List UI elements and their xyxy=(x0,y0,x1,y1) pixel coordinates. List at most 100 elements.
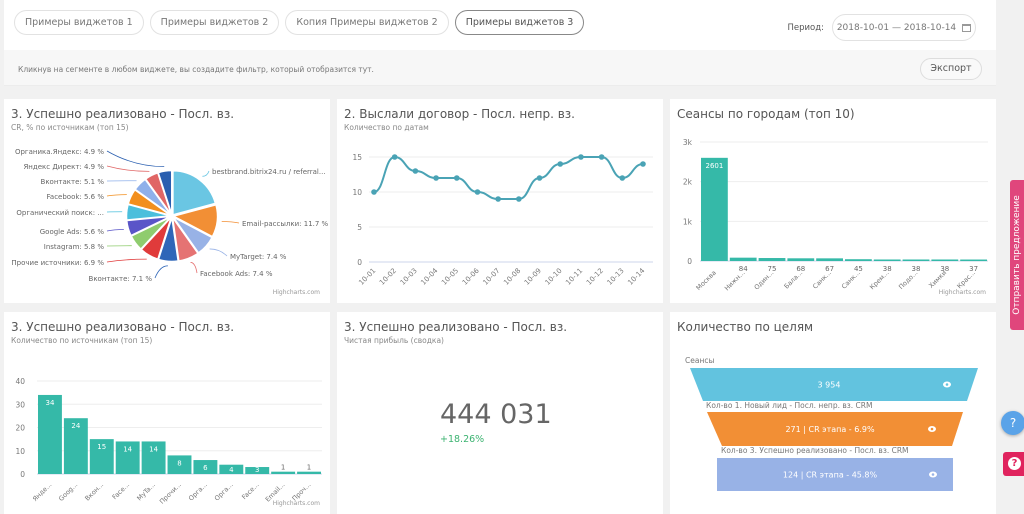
data-point[interactable] xyxy=(619,175,626,181)
x-tick-label: Бала... xyxy=(782,269,804,291)
period-date-range-input[interactable]: 2018-10-01 — 2018-10-14 xyxy=(832,14,976,41)
bar[interactable] xyxy=(297,471,321,474)
bar[interactable] xyxy=(701,157,728,261)
pie-connector xyxy=(106,150,165,168)
pie-slice[interactable] xyxy=(171,203,219,238)
widget-goals-funnel: Количество по целям Сеансы 3 954 Кол-во 1.… xyxy=(670,312,996,514)
bar[interactable] xyxy=(816,258,843,261)
highcharts-credits[interactable]: Highcharts.com xyxy=(272,500,320,507)
data-point[interactable] xyxy=(578,154,584,160)
x-tick-label: 10-11 xyxy=(564,267,584,287)
data-point[interactable] xyxy=(640,161,646,167)
bar[interactable] xyxy=(873,259,901,261)
tab-widgets-3[interactable]: Примеры виджетов 3 xyxy=(454,10,585,35)
bar[interactable] xyxy=(89,439,114,474)
tab-widgets-2[interactable]: Примеры виджетов 2 xyxy=(149,10,280,35)
bar[interactable] xyxy=(729,257,757,261)
tab-widgets-1[interactable]: Примеры виджетов 1 xyxy=(14,10,144,35)
bar[interactable] xyxy=(63,418,88,474)
bar-value-label: 24 xyxy=(71,422,80,430)
funnel-stage-label: Кол-во 3. Успешно реализовано - Посл. вз… xyxy=(721,446,909,455)
data-point[interactable] xyxy=(391,154,398,160)
pie-chart[interactable]: bestbrand.bitrix24.ru / referral... Email… xyxy=(4,99,330,303)
bar-value-label: 1 xyxy=(281,464,285,472)
y-tick-label: 40 xyxy=(15,377,25,386)
bar[interactable] xyxy=(115,441,140,474)
bar[interactable] xyxy=(758,258,786,261)
bar[interactable] xyxy=(902,259,930,261)
bar[interactable] xyxy=(931,259,959,261)
bar-value-label: 8 xyxy=(177,459,181,467)
bar[interactable] xyxy=(845,259,872,261)
export-button[interactable]: Экспорт xyxy=(920,58,982,80)
y-tick-label: 30 xyxy=(15,400,25,409)
data-point[interactable] xyxy=(516,196,522,202)
funnel-stage[interactable] xyxy=(717,458,953,491)
bar[interactable] xyxy=(245,467,270,474)
bar[interactable] xyxy=(167,455,192,474)
bar[interactable] xyxy=(960,259,987,262)
bar[interactable] xyxy=(219,464,244,474)
bar[interactable] xyxy=(787,258,815,261)
bar[interactable] xyxy=(193,460,218,474)
calendar-icon xyxy=(962,23,972,32)
x-tick-label: Goog... xyxy=(57,481,79,503)
eye-icon-pupil xyxy=(931,473,935,476)
filter-hint: Кликнув на сегменте в любом виджете, вы … xyxy=(18,65,374,74)
data-point[interactable] xyxy=(412,168,419,174)
pie-connector xyxy=(106,165,150,172)
data-point[interactable] xyxy=(598,154,605,160)
pie-slice[interactable] xyxy=(172,170,217,216)
help-button[interactable]: ? xyxy=(1001,411,1024,435)
bar-value-label: 4 xyxy=(229,466,234,474)
x-tick-label: Орга... xyxy=(213,481,235,503)
data-point[interactable] xyxy=(453,175,460,181)
support-button[interactable]: ? xyxy=(1003,452,1024,476)
x-tick-label: 10-03 xyxy=(399,267,419,287)
widget-contracts-line: 2. Выслали договор - Посл. непр. вз. Кол… xyxy=(337,99,663,303)
x-tick-label: Face... xyxy=(240,481,260,501)
period-label: Период: xyxy=(787,22,824,33)
widget-title: 3. Успешно реализовано - Посл. вз. xyxy=(344,320,568,334)
highcharts-credits[interactable]: Highcharts.com xyxy=(272,289,320,296)
funnel-stage-value: 124 | CR этапа - 45.8% xyxy=(783,471,878,480)
pie-label: Прочие источники: 6.9 % xyxy=(11,259,104,267)
y-tick-label: 3k xyxy=(683,138,693,147)
x-tick-label: Янде... xyxy=(31,481,53,503)
period-selector: Период: 2018-10-01 — 2018-10-14 xyxy=(788,14,976,41)
tab-widgets-2-copy[interactable]: Копия Примеры виджетов 2 xyxy=(285,10,449,35)
eye-icon-pupil xyxy=(930,427,934,431)
y-tick-label: 0 xyxy=(20,470,25,479)
send-feedback-tab[interactable]: Отправить предложение xyxy=(1010,180,1024,330)
bar[interactable] xyxy=(38,394,62,474)
widget-title: 3. Успешно реализовано - Посл. вз. xyxy=(11,320,235,334)
x-tick-label: Подо... xyxy=(897,269,919,291)
bar[interactable] xyxy=(271,471,296,474)
highcharts-credits[interactable]: Highcharts.com xyxy=(938,289,986,296)
x-tick-label: 10-13 xyxy=(606,267,626,287)
x-tick-label: 10-01 xyxy=(357,267,377,287)
bar-value-label: 1 xyxy=(307,464,311,472)
data-point[interactable] xyxy=(557,161,564,167)
line-series[interactable] xyxy=(373,155,644,200)
bar-value-label: 38 xyxy=(883,265,892,273)
x-tick-label: Орга... xyxy=(187,481,209,503)
data-point[interactable] xyxy=(371,189,377,195)
funnel-chart[interactable]: Сеансы 3 954 Кол-во 1. Новый лид - Посл. н… xyxy=(670,312,996,514)
pie-connector xyxy=(154,265,168,279)
funnel-stage[interactable] xyxy=(690,368,978,401)
data-point[interactable] xyxy=(433,175,439,181)
pie-label: Яндекс Директ: 4.9 % xyxy=(23,163,104,171)
bar[interactable] xyxy=(141,441,166,474)
source-bar-chart[interactable]: 01020304034Янде...24Goog...15Вкон...14Fa… xyxy=(4,312,330,514)
pie-connector xyxy=(202,170,210,177)
data-point[interactable] xyxy=(495,196,501,202)
data-point[interactable] xyxy=(474,189,481,195)
pie-slice[interactable] xyxy=(157,169,173,215)
data-point[interactable] xyxy=(536,175,543,181)
funnel-stage[interactable] xyxy=(707,412,963,446)
feedback-label: Отправить предложение xyxy=(1012,195,1022,315)
pie-label: Email-рассылки: 11.7 % xyxy=(242,220,329,228)
